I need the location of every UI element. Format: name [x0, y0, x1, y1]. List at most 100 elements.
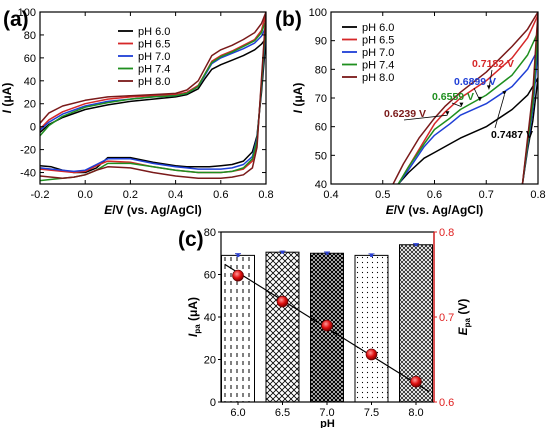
y-axis-label: I (μA) [291, 83, 305, 114]
y-axis-label-text: (μA) [0, 83, 14, 110]
panel-label-c: (c) [178, 228, 204, 251]
plot-frame [39, 11, 267, 185]
panel-b-chart: 0.4 0.5 0.6 0.7 0.8 40 50 60 70 80 90 100 E/V (vs. A… [291, 7, 546, 217]
series-line-pH-8-0 [392, 12, 538, 184]
series-line-pH-6-0 [397, 77, 538, 184]
y-tick-label: 40 [24, 76, 36, 88]
x-tick-label: 0.2 [123, 189, 138, 201]
y-tick-label: -40 [20, 168, 36, 180]
y-tick-label: 0 [210, 397, 216, 409]
legend-label: pH 7.0 [138, 51, 170, 63]
x-tick-label: 0.8 [258, 189, 273, 201]
epa-point [321, 319, 333, 332]
panel-a-chart: -0.2 0.0 0.2 0.4 0.6 0.8 -40 -20 0 20 40 60 80 100 E/V… [0, 7, 274, 217]
x-axis-label: E/V (vs. Ag/AgCl) [386, 203, 484, 217]
y-tick-label: 80 [204, 227, 216, 239]
x-axis-label: pH [320, 418, 335, 428]
x-axis-label-italic: E [386, 203, 395, 217]
y-tick-label: 60 [24, 53, 36, 65]
panel-c-chart: 6.0 6.5 7.0 7.5 8.0 pH 0 20 40 60 80 Ipa (μA) 0.6 0.7… [186, 227, 472, 428]
annotation-arrowhead [445, 111, 450, 116]
y-tick-label: 80 [24, 30, 36, 42]
x-tick-label: 0.8 [530, 189, 545, 201]
y2-axis-label-text: (V) [456, 299, 470, 318]
y-tick-label: 100 [18, 7, 36, 19]
y-axis-label-sub: pa [193, 324, 202, 334]
series-group [392, 12, 538, 184]
annotation-arrowhead [478, 96, 483, 101]
y-tick-label: 20 [204, 355, 216, 367]
y-tick-label: -20 [20, 145, 36, 157]
x-tick-label: 0.7 [479, 189, 494, 201]
x-axis-label-text: /V (vs. Ag/AgCl) [394, 203, 484, 217]
bar-pH-6.5 [265, 251, 300, 403]
legend-label: pH 6.5 [362, 35, 394, 47]
x-tick-label: 7.0 [319, 407, 334, 419]
legend-label: pH 8.0 [138, 76, 170, 88]
bar-pH-7.5 [354, 254, 389, 403]
y2-axis-label-italic: E [456, 326, 470, 335]
y-tick-label: 0 [30, 122, 36, 134]
y-axis-label-text: (μA) [186, 297, 200, 324]
x-axis-label: E/V (vs. Ag/AgCl) [104, 203, 202, 217]
annotation-arrowhead [502, 91, 507, 96]
y2-axis-label: Epa (V) [456, 299, 472, 336]
x-tick-label: 0.5 [375, 189, 390, 201]
peak-annotation: 0.6239 V [384, 108, 426, 120]
peak-annotation: 0.7182 V [472, 58, 514, 70]
mean-marker [414, 243, 418, 247]
x-tick-label: 0.6 [427, 189, 442, 201]
series-group [40, 12, 266, 182]
annotation-arrowhead [459, 102, 464, 107]
y-tick-label: 20 [24, 99, 36, 111]
x-tick-label: -0.2 [31, 189, 50, 201]
mean-marker [370, 253, 373, 257]
epa-point [276, 295, 289, 308]
y-axis-label-text: (μA) [291, 83, 305, 110]
legend-label: pH 6.0 [138, 26, 170, 38]
x-axis-label-text: /V (vs. Ag/AgCl) [112, 203, 202, 217]
legend-label: pH 7.0 [362, 47, 394, 59]
x-tick-label: 0.4 [323, 189, 338, 201]
y-axis-label-italic: I [186, 333, 200, 337]
y2-tick-label: 0.6 [439, 397, 454, 409]
x-tick-label: 8.0 [408, 407, 423, 419]
x-tick-label: 6.5 [275, 407, 290, 419]
x-tick-label: 0.4 [168, 189, 183, 201]
x-axis-label-italic: E [104, 203, 113, 217]
y-axis-label-italic: I [0, 109, 14, 113]
annotation-arrowhead [486, 85, 491, 90]
y-tick-label: 60 [315, 122, 327, 134]
y-tick-label: 60 [204, 270, 216, 282]
y-axis-label: Ipa (μA) [186, 297, 202, 337]
panel-label-b: (b) [275, 8, 302, 31]
x-tick-label: 7.5 [364, 407, 379, 419]
series-line-pH-7-4 [397, 31, 538, 184]
x-tick-label: 0.6 [213, 189, 228, 201]
y2-tick-label: 0.7 [439, 312, 454, 324]
peak-annotation: 0.6899 V [454, 76, 496, 88]
peak-annotation: 0.7487 V [491, 129, 533, 141]
epa-point [365, 348, 378, 361]
legend-label: pH 6.0 [362, 22, 394, 34]
mean-marker [325, 251, 329, 255]
epa-point [410, 375, 422, 388]
panel-label-a: (a) [3, 8, 29, 31]
y-tick-label: 100 [309, 7, 327, 19]
legend-label: pH 7.4 [138, 64, 170, 76]
y-tick-label: 40 [315, 179, 327, 191]
x-tick-label: 0.0 [78, 189, 93, 201]
legend-label: pH 8.0 [362, 72, 394, 84]
y-tick-label: 40 [204, 312, 216, 324]
y2-tick-label: 0.8 [439, 227, 454, 239]
y2-axis-label-sub: pa [463, 317, 472, 327]
mean-marker [281, 250, 284, 254]
y-tick-label: 90 [315, 36, 327, 48]
series-line-pH-8-0 [40, 12, 266, 180]
y-tick-label: 70 [315, 93, 327, 105]
y-axis-label: I (μA) [0, 83, 14, 114]
y-axis-label-italic: I [291, 109, 305, 113]
annotation-arrow [451, 102, 462, 107]
y-tick-label: 50 [315, 150, 327, 162]
